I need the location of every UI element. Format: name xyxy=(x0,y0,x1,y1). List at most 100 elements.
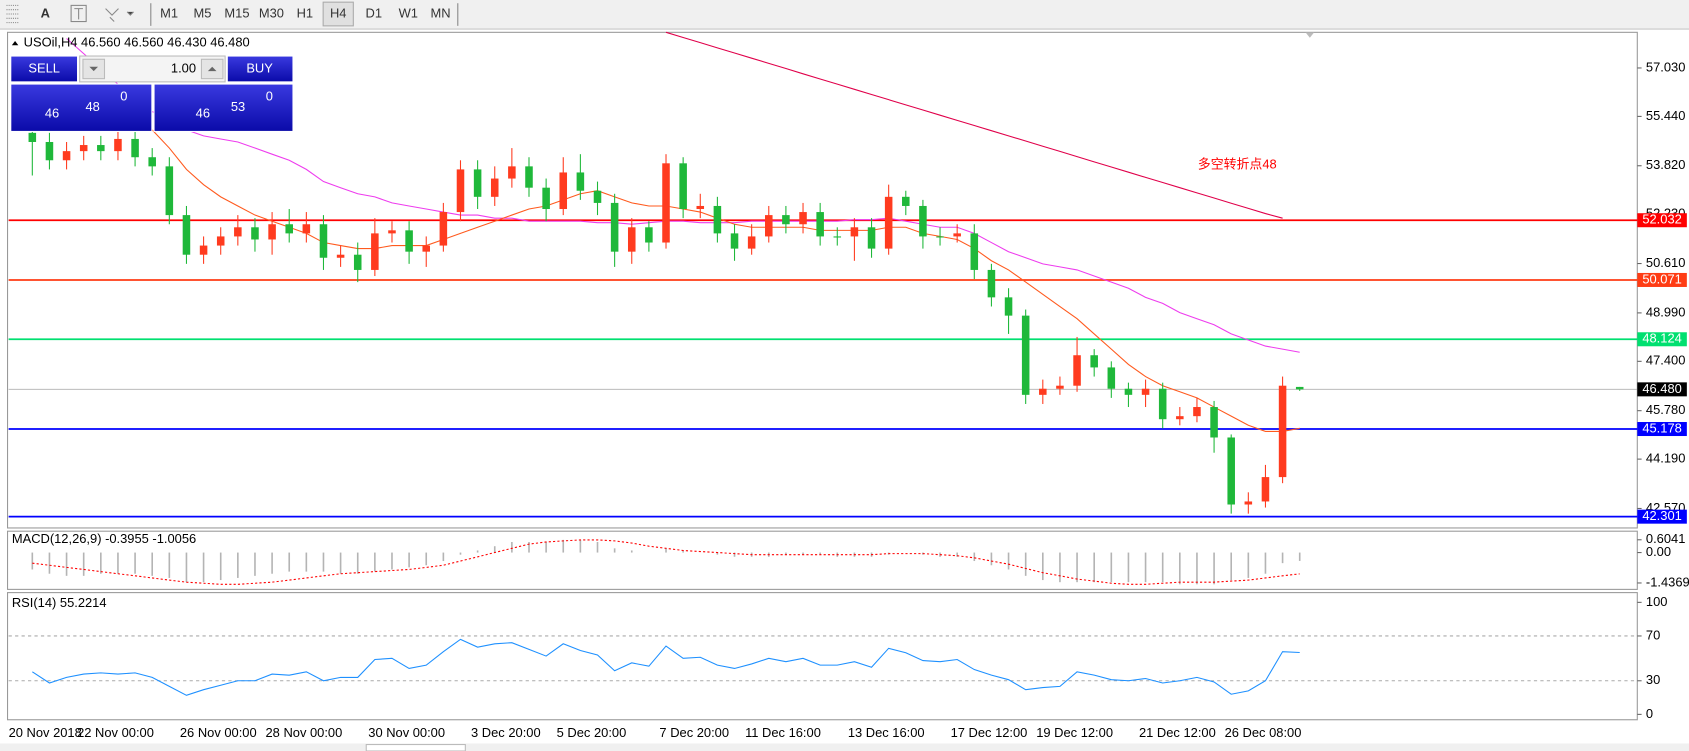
candle-body xyxy=(199,245,208,255)
x-tick-label: 13 Dec 16:00 xyxy=(848,725,925,740)
text-tool[interactable]: A xyxy=(41,5,50,20)
candle-body xyxy=(216,236,225,246)
candle-body xyxy=(45,141,54,161)
y-tick-label: 55.440 xyxy=(1646,108,1685,123)
candle-body xyxy=(1210,407,1218,438)
candle-body xyxy=(816,212,824,237)
candle-body xyxy=(593,190,602,203)
shift-marker xyxy=(1305,32,1315,38)
candle-body xyxy=(525,166,533,188)
candle-body xyxy=(1039,388,1047,395)
candle-body xyxy=(1090,355,1098,368)
y-tick-label: 47.400 xyxy=(1646,353,1685,368)
tab-bar xyxy=(0,743,1689,751)
indicator-line xyxy=(151,129,1300,432)
x-tick-label: 3 Dec 20:00 xyxy=(471,725,541,740)
sell-label: SELL xyxy=(28,60,60,75)
candle-body xyxy=(79,145,88,152)
level-label: 50.071 xyxy=(1642,271,1681,286)
sell-button[interactable] xyxy=(10,55,79,83)
candle-body xyxy=(799,212,807,225)
candle-body xyxy=(662,163,670,243)
candle-body xyxy=(114,138,122,152)
indicator-line xyxy=(665,31,1283,219)
candle-body xyxy=(353,254,362,270)
candle-body xyxy=(268,224,276,240)
x-tick-label: 28 Nov 00:00 xyxy=(266,725,343,740)
timeframe-button[interactable]: MN xyxy=(431,5,451,20)
candle-body xyxy=(576,172,585,191)
timeframe-button[interactable]: M1 xyxy=(160,5,178,20)
buy-button[interactable] xyxy=(226,55,294,83)
timeframe-button[interactable]: H4 xyxy=(330,5,346,20)
collapse-arrow[interactable] xyxy=(11,40,19,46)
candle-body xyxy=(490,178,499,197)
timeframe-button[interactable]: D1 xyxy=(366,5,382,20)
active-tab[interactable] xyxy=(365,743,466,751)
candle-body xyxy=(1261,477,1270,502)
buy-price-box[interactable] xyxy=(153,83,294,132)
level-label-box xyxy=(1637,509,1687,524)
y-tick-label: 57.030 xyxy=(1646,59,1685,74)
candle-body xyxy=(319,224,328,258)
x-tick-label: 19 Dec 12:00 xyxy=(1036,725,1113,740)
candle-body xyxy=(1244,501,1253,505)
candle-body xyxy=(542,187,550,210)
candle-body xyxy=(867,227,876,249)
timeframe-button[interactable]: M5 xyxy=(194,5,212,20)
x-tick-label: 17 Dec 12:00 xyxy=(951,725,1028,740)
candle-body xyxy=(559,172,568,210)
candle-body xyxy=(1056,385,1064,389)
candle-body xyxy=(1141,388,1150,395)
sell-price-box[interactable] xyxy=(10,83,153,132)
trade-panel: SELL 1.00 BUY 46 48 0 46 53 0 xyxy=(10,55,294,132)
buy-price-pips: 53 xyxy=(231,99,245,114)
buy-price-big-figure: 46 xyxy=(196,106,210,121)
indicator-line xyxy=(32,638,1300,696)
timeframe-button[interactable]: H1 xyxy=(297,5,313,20)
y-tick-label: 0 xyxy=(1646,706,1653,721)
candle-body xyxy=(902,196,910,206)
level-label-box xyxy=(1637,422,1687,437)
timeframe-button[interactable]: M30 xyxy=(259,5,284,20)
candle-body xyxy=(388,230,396,234)
y-tick-label: 0.6041 xyxy=(1646,531,1685,546)
rsi-title: RSI(14) 55.2214 xyxy=(12,595,107,610)
candle-body xyxy=(782,215,790,225)
candle-body xyxy=(696,205,705,210)
candle-body xyxy=(62,151,71,161)
timeframe-button[interactable]: W1 xyxy=(399,5,418,20)
candle-body xyxy=(97,145,105,152)
active-timeframe xyxy=(322,1,354,27)
candle-body xyxy=(1124,388,1133,395)
y-tick-label: 30 xyxy=(1646,672,1660,687)
chart-title: USOil,H4 46.560 46.560 46.430 46.480 xyxy=(24,35,250,50)
candle-body xyxy=(251,227,259,240)
timeframe-button[interactable]: M15 xyxy=(224,5,249,20)
y-tick-label: 100 xyxy=(1646,594,1668,609)
candle-body xyxy=(371,233,379,270)
candle-body xyxy=(1278,385,1287,478)
bid-label: 46.480 xyxy=(1642,381,1681,396)
candle-body xyxy=(919,205,927,237)
candle-body xyxy=(627,227,636,252)
macd-panel xyxy=(7,530,1638,590)
candle-body xyxy=(28,132,37,142)
candle-body xyxy=(439,212,448,246)
candle-body xyxy=(234,227,242,237)
candle-body xyxy=(970,233,979,270)
candle-body xyxy=(456,169,465,213)
candle-body xyxy=(285,224,293,234)
candle-body xyxy=(302,224,311,234)
level-label-box xyxy=(1637,272,1687,287)
candle-body xyxy=(1158,388,1167,420)
level-label: 45.178 xyxy=(1642,420,1681,435)
candle-body xyxy=(730,233,739,249)
indicator-line xyxy=(32,539,1300,585)
toolbar-icons xyxy=(6,3,459,26)
sell-price-pips: 48 xyxy=(85,99,99,114)
annotation: 多空转折点48 xyxy=(1198,156,1277,171)
x-tick-label: 26 Dec 08:00 xyxy=(1225,725,1302,740)
level-label: 52.032 xyxy=(1642,212,1681,227)
